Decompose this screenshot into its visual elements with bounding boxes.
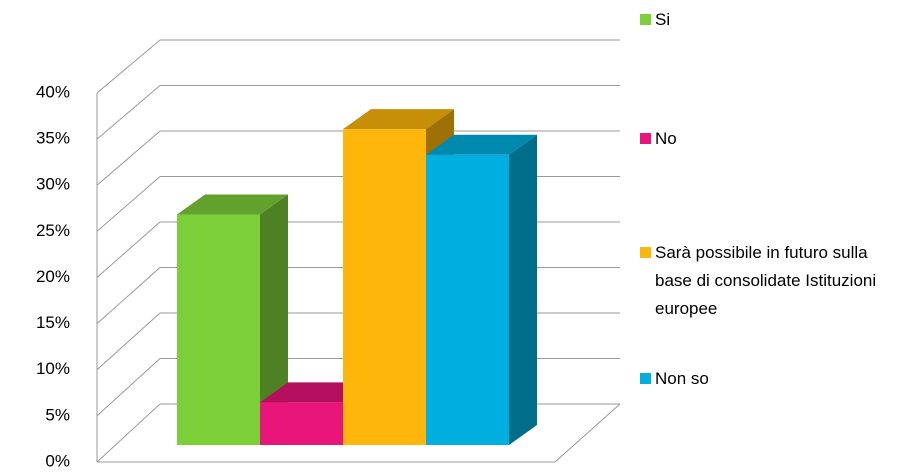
legend-swatch	[640, 373, 651, 384]
floor-edge	[554, 403, 621, 463]
grid-line	[96, 85, 161, 140]
bar	[426, 154, 509, 445]
y-tick-label: 0%	[45, 451, 70, 470]
bar-top	[343, 109, 454, 130]
grid-line	[96, 130, 161, 186]
legend-item: No	[640, 125, 902, 153]
y-tick-label: 40%	[36, 82, 70, 101]
bar	[177, 214, 260, 445]
grid-line	[96, 358, 161, 417]
y-tick-label: 5%	[45, 405, 70, 424]
grid-line	[96, 39, 161, 94]
grid-line	[96, 403, 161, 463]
bar-top	[177, 194, 288, 215]
bar	[343, 129, 426, 445]
grid-line	[96, 176, 161, 232]
grid-line	[96, 267, 161, 324]
legend-label: Sarà possibile in futuro sulla base di c…	[655, 243, 877, 318]
grid-line	[96, 221, 161, 278]
y-tick-label: 35%	[36, 129, 70, 148]
grid-line	[96, 312, 161, 371]
y-tick-label: 15%	[36, 313, 70, 332]
y-tick-label: 25%	[36, 221, 70, 240]
y-tick-label: 10%	[36, 359, 70, 378]
legend-label: No	[655, 129, 677, 148]
bar-top	[426, 134, 537, 155]
bar-side	[260, 194, 288, 445]
bar	[260, 402, 343, 445]
y-tick-label: 30%	[36, 175, 70, 194]
y-tick-label: 20%	[36, 267, 70, 286]
legend-swatch	[640, 133, 651, 144]
legend-item: Sarà possibile in futuro sulla base di c…	[640, 239, 902, 323]
legend-swatch	[640, 14, 651, 25]
legend-label: Si	[655, 10, 671, 29]
legend-label: Non so	[655, 369, 709, 388]
bar-side	[509, 134, 537, 445]
legend-item: Si	[640, 6, 902, 34]
legend-item: Non so	[640, 365, 902, 393]
legend-swatch	[640, 247, 651, 258]
